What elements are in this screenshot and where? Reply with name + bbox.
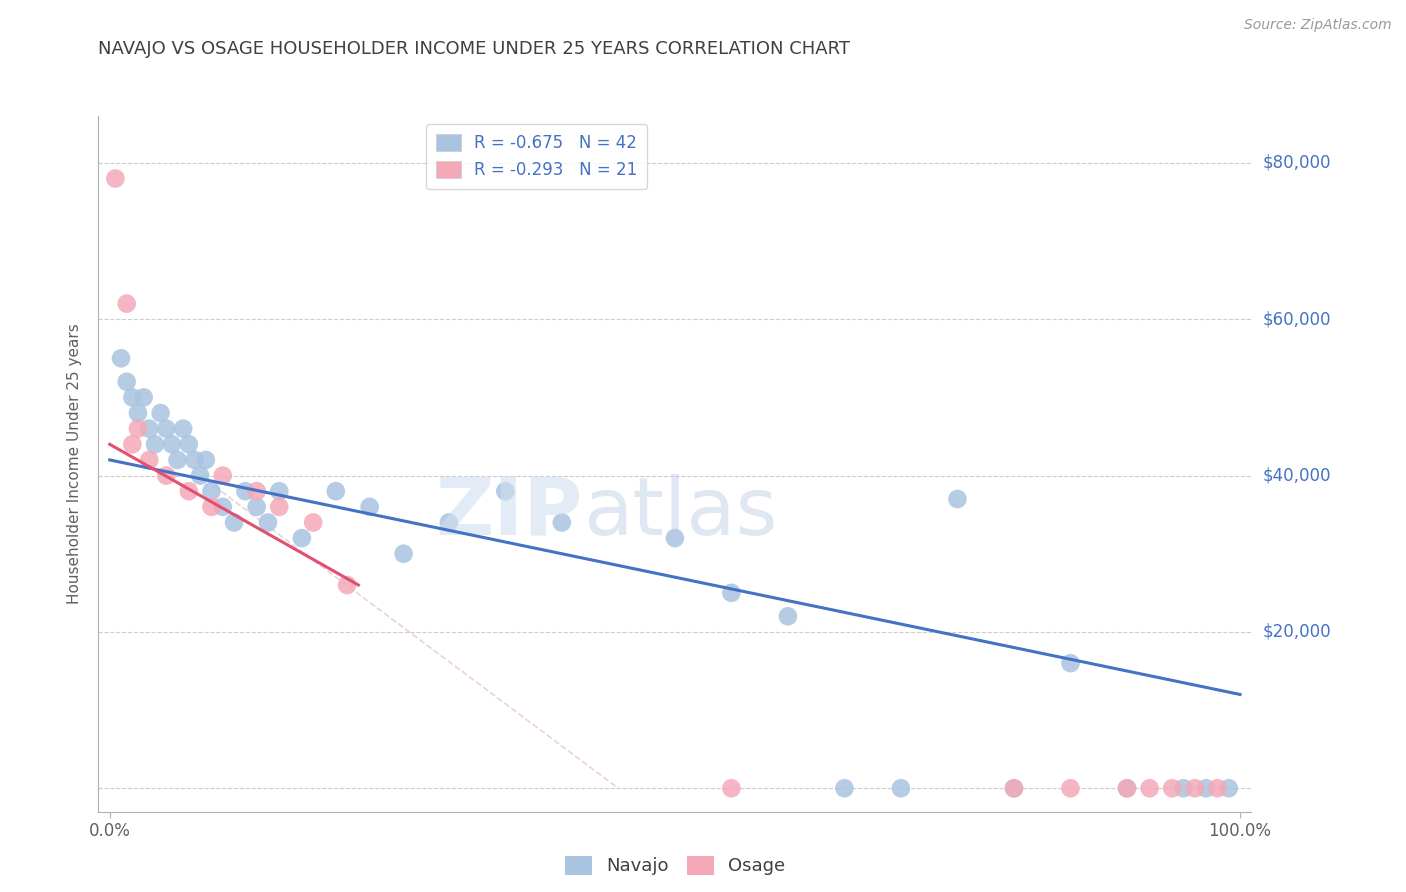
Point: [149, 406, 172, 420]
Text: Source: ZipAtlas.com: Source: ZipAtlas.com: [1244, 18, 1392, 32]
Point: [291, 531, 314, 545]
Point: [1195, 781, 1218, 796]
Point: [194, 453, 217, 467]
Point: [132, 391, 155, 405]
Point: [138, 422, 160, 436]
Point: [246, 484, 269, 499]
Text: $60,000: $60,000: [1263, 310, 1331, 328]
Point: [183, 453, 205, 467]
Point: [166, 453, 188, 467]
Point: [834, 781, 856, 796]
Text: ZIP: ZIP: [436, 474, 582, 551]
Point: [177, 437, 200, 451]
Point: [121, 391, 143, 405]
Point: [160, 437, 183, 451]
Point: [246, 500, 269, 514]
Point: [494, 484, 516, 499]
Text: $40,000: $40,000: [1263, 467, 1331, 484]
Point: [1206, 781, 1229, 796]
Point: [336, 578, 359, 592]
Point: [211, 468, 233, 483]
Point: [143, 437, 166, 451]
Text: $80,000: $80,000: [1263, 153, 1331, 172]
Point: [269, 500, 291, 514]
Point: [1161, 781, 1184, 796]
Point: [359, 500, 381, 514]
Point: [1059, 656, 1081, 670]
Point: [172, 422, 194, 436]
Point: [127, 422, 149, 436]
Point: [1218, 781, 1240, 796]
Point: [269, 484, 291, 499]
Point: [110, 351, 132, 366]
Point: [211, 500, 233, 514]
Point: [1059, 781, 1081, 796]
Point: [115, 296, 138, 310]
Point: [177, 484, 200, 499]
Point: [551, 516, 574, 530]
Point: [235, 484, 257, 499]
Point: [664, 531, 686, 545]
Point: [325, 484, 347, 499]
Point: [115, 375, 138, 389]
Point: [1173, 781, 1195, 796]
Legend: Navajo, Osage: Navajo, Osage: [557, 849, 793, 883]
Y-axis label: Householder Income Under 25 years: Householder Income Under 25 years: [67, 324, 83, 604]
Point: [155, 468, 177, 483]
Text: atlas: atlas: [582, 474, 778, 551]
Point: [946, 491, 969, 506]
Point: [1002, 781, 1025, 796]
Point: [1116, 781, 1139, 796]
Point: [1116, 781, 1139, 796]
Point: [257, 516, 280, 530]
Point: [776, 609, 799, 624]
Point: [302, 516, 325, 530]
Point: [392, 547, 415, 561]
Point: [138, 453, 160, 467]
Point: [437, 516, 460, 530]
Point: [200, 500, 222, 514]
Point: [155, 422, 177, 436]
Point: [222, 516, 245, 530]
Point: [121, 437, 143, 451]
Text: $20,000: $20,000: [1263, 623, 1331, 641]
Point: [104, 171, 127, 186]
Point: [188, 468, 211, 483]
Point: [127, 406, 149, 420]
Point: [200, 484, 222, 499]
Point: [1002, 781, 1025, 796]
Point: [720, 586, 742, 600]
Point: [890, 781, 912, 796]
Point: [1139, 781, 1161, 796]
Point: [1184, 781, 1206, 796]
Text: NAVAJO VS OSAGE HOUSEHOLDER INCOME UNDER 25 YEARS CORRELATION CHART: NAVAJO VS OSAGE HOUSEHOLDER INCOME UNDER…: [98, 40, 851, 58]
Point: [720, 781, 742, 796]
